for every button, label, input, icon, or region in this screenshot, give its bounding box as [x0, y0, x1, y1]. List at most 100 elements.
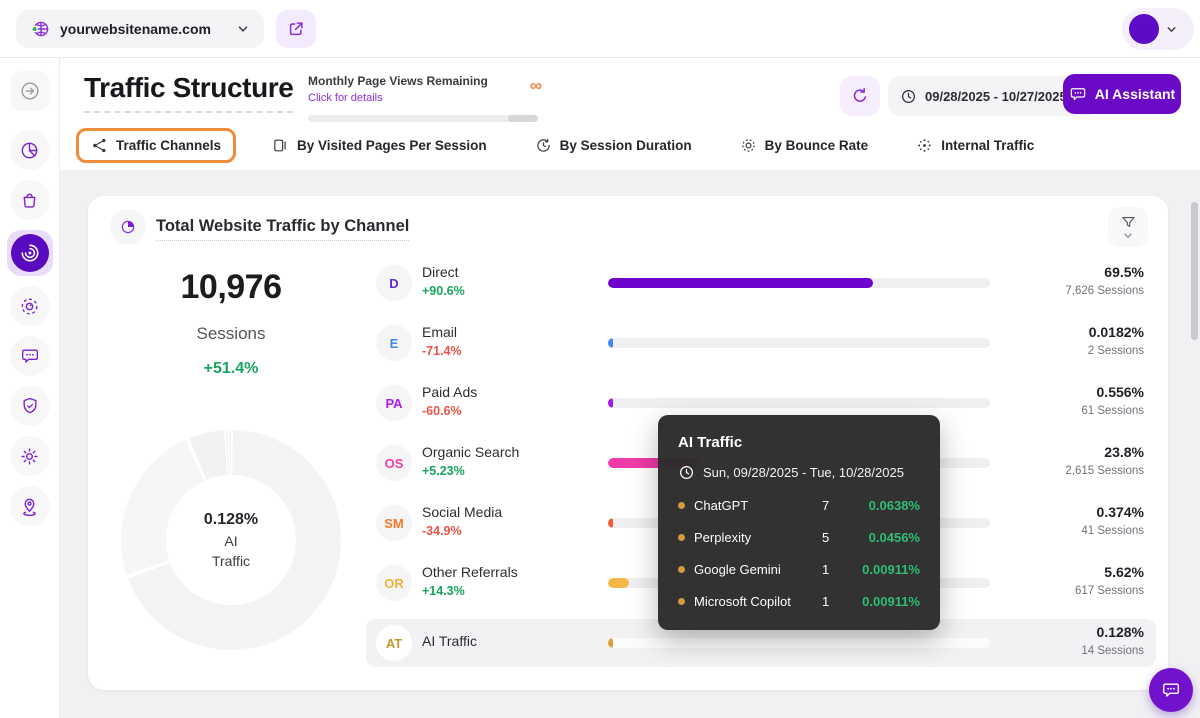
- channel-change: +14.3%: [422, 584, 465, 598]
- quota-details-link[interactable]: Click for details: [308, 92, 383, 104]
- ai-assistant-label: AI Assistant: [1094, 86, 1176, 102]
- top-bar: yourwebsitename.com: [0, 0, 1200, 58]
- tab-label: Internal Traffic: [941, 138, 1035, 153]
- channel-row-ai-traffic[interactable]: AT AI Traffic 0.128% 14 Sessions: [366, 619, 1156, 667]
- channel-bar: [608, 398, 990, 408]
- filter-button[interactable]: [1108, 207, 1148, 247]
- channel-row-direct[interactable]: D Direct +90.6% 69.5% 7,626 Sessions: [366, 259, 1156, 307]
- tab-internal-traffic[interactable]: Internal Traffic: [904, 129, 1046, 162]
- channel-badge: SM: [376, 505, 412, 541]
- tooltip-date-range: Sun, 09/28/2025 - Tue, 10/28/2025: [703, 465, 904, 480]
- tab-traffic-channels[interactable]: Traffic Channels: [76, 128, 237, 163]
- donut-center-line1: AI: [224, 533, 238, 549]
- tab-session-duration[interactable]: By Session Duration: [523, 129, 704, 162]
- channel-change: -34.9%: [422, 524, 462, 538]
- channel-sessions: 2 Sessions: [1087, 345, 1144, 357]
- channel-change: -71.4%: [422, 344, 462, 358]
- sidebar-item-ecommerce[interactable]: [9, 180, 50, 220]
- sidebar-item-feedback[interactable]: [9, 336, 50, 376]
- ai-traffic-tooltip: AI Traffic Sun, 09/28/2025 - Tue, 10/28/…: [658, 415, 940, 630]
- tooltip-row-perplexity: Perplexity 5 0.0456%: [678, 530, 920, 545]
- bullet-dot-icon: [678, 598, 685, 605]
- pie-chart-icon: [19, 140, 40, 161]
- channel-row-email[interactable]: E Email -71.4% 0.0182% 2 Sessions: [366, 319, 1156, 367]
- channel-name: AI Traffic: [422, 633, 477, 649]
- sidebar-item-panel-toggle[interactable]: [9, 71, 50, 111]
- tooltip-row-microsoft-copilot: Microsoft Copilot 1 0.00911%: [678, 594, 920, 609]
- channel-badge: AT: [376, 625, 412, 661]
- donut-center-line2: Traffic: [211, 553, 251, 569]
- shield-check-icon: [20, 396, 40, 416]
- tooltip-row-chatgpt: ChatGPT 7 0.0638%: [678, 498, 920, 513]
- channel-percent: 69.5%: [1104, 264, 1144, 280]
- clock-icon: [900, 88, 917, 105]
- radar-icon: [10, 234, 49, 272]
- channel-percent: 0.0182%: [1088, 324, 1144, 340]
- channel-change: +5.23%: [422, 464, 465, 478]
- chat-widget-button[interactable]: [1149, 668, 1193, 712]
- quota-label: Monthly Page Views Remaining: [308, 74, 488, 88]
- refresh-button[interactable]: [840, 76, 880, 116]
- channel-bar: [608, 638, 990, 648]
- website-name: yourwebsitename.com: [60, 21, 211, 37]
- totals-block: 10,976 Sessions +51.4%: [88, 268, 374, 378]
- open-website-button[interactable]: [276, 10, 316, 48]
- tooltip-title: AI Traffic: [678, 434, 743, 451]
- donut-center-label: 0.128% AI Traffic: [166, 475, 296, 605]
- sidebar-item-settings[interactable]: [9, 436, 50, 476]
- tab-visited-pages[interactable]: By Visited Pages Per Session: [260, 129, 499, 162]
- sidebar-item-security[interactable]: [9, 386, 50, 426]
- quota-widget: Monthly Page Views Remaining Click for d…: [308, 74, 542, 122]
- page-title: Traffic Structure: [84, 72, 294, 113]
- total-change: +51.4%: [203, 360, 259, 377]
- sidebar-nav: [0, 58, 60, 718]
- sidebar-item-visitors[interactable]: [9, 486, 50, 526]
- channel-sessions: 61 Sessions: [1081, 405, 1144, 417]
- channel-badge: OS: [376, 445, 412, 481]
- bullet-dot-icon: [678, 534, 685, 541]
- view-tabs: Traffic Channels By Visited Pages Per Se…: [76, 128, 1046, 163]
- total-sessions-value: 10,976: [180, 268, 283, 306]
- channel-badge: D: [376, 265, 412, 301]
- sidebar-item-traffic-active[interactable]: [6, 230, 53, 276]
- channel-name: Other Referrals: [422, 564, 518, 580]
- channel-row-paid-ads[interactable]: PA Paid Ads -60.6% 0.556% 61 Sessions: [366, 379, 1156, 427]
- website-selector[interactable]: yourwebsitename.com: [16, 10, 264, 48]
- sidebar-item-dashboard[interactable]: [9, 130, 50, 170]
- vertical-scrollbar[interactable]: [1191, 202, 1198, 340]
- target-icon: [740, 137, 757, 154]
- quota-progress-bar: [308, 115, 538, 122]
- infinity-icon: ∞: [529, 76, 542, 95]
- user-menu[interactable]: [1122, 8, 1194, 50]
- page-header: Traffic Structure Monthly Page Views Rem…: [60, 58, 1200, 170]
- channel-name: Social Media: [422, 504, 503, 520]
- tab-label: By Visited Pages Per Session: [297, 138, 487, 153]
- channel-percent: 23.8%: [1104, 444, 1144, 460]
- globe-icon: [30, 19, 50, 39]
- gear-icon: [19, 446, 40, 467]
- channel-badge: PA: [376, 385, 412, 421]
- channel-percent: 0.374%: [1096, 504, 1144, 520]
- traffic-donut-chart[interactable]: 0.128% AI Traffic: [121, 430, 341, 650]
- channel-sessions: 14 Sessions: [1081, 645, 1144, 657]
- channel-sessions: 617 Sessions: [1074, 585, 1144, 597]
- channel-bar: [608, 278, 990, 288]
- tab-bounce-rate[interactable]: By Bounce Rate: [728, 129, 881, 162]
- ai-assistant-button[interactable]: AI Assistant: [1063, 74, 1181, 114]
- channel-name: Email: [422, 324, 458, 340]
- channel-sessions: 7,626 Sessions: [1065, 285, 1144, 297]
- refresh-icon: [850, 86, 870, 106]
- focus-lens-icon: [19, 296, 40, 317]
- dotted-burst-icon: [916, 137, 933, 154]
- tab-label: By Bounce Rate: [764, 138, 869, 153]
- donut-center-pct: 0.128%: [203, 511, 259, 528]
- location-pin-icon: [19, 496, 40, 517]
- arrow-circle-icon: [19, 80, 41, 102]
- channel-percent: 0.556%: [1096, 384, 1144, 400]
- channel-percent: 0.128%: [1096, 624, 1144, 640]
- pages-icon: [272, 137, 289, 154]
- channel-sessions: 2,615 Sessions: [1065, 465, 1144, 477]
- tab-label: By Session Duration: [559, 138, 692, 153]
- share-nodes-icon: [91, 137, 108, 154]
- sidebar-item-heatmaps[interactable]: [9, 286, 50, 326]
